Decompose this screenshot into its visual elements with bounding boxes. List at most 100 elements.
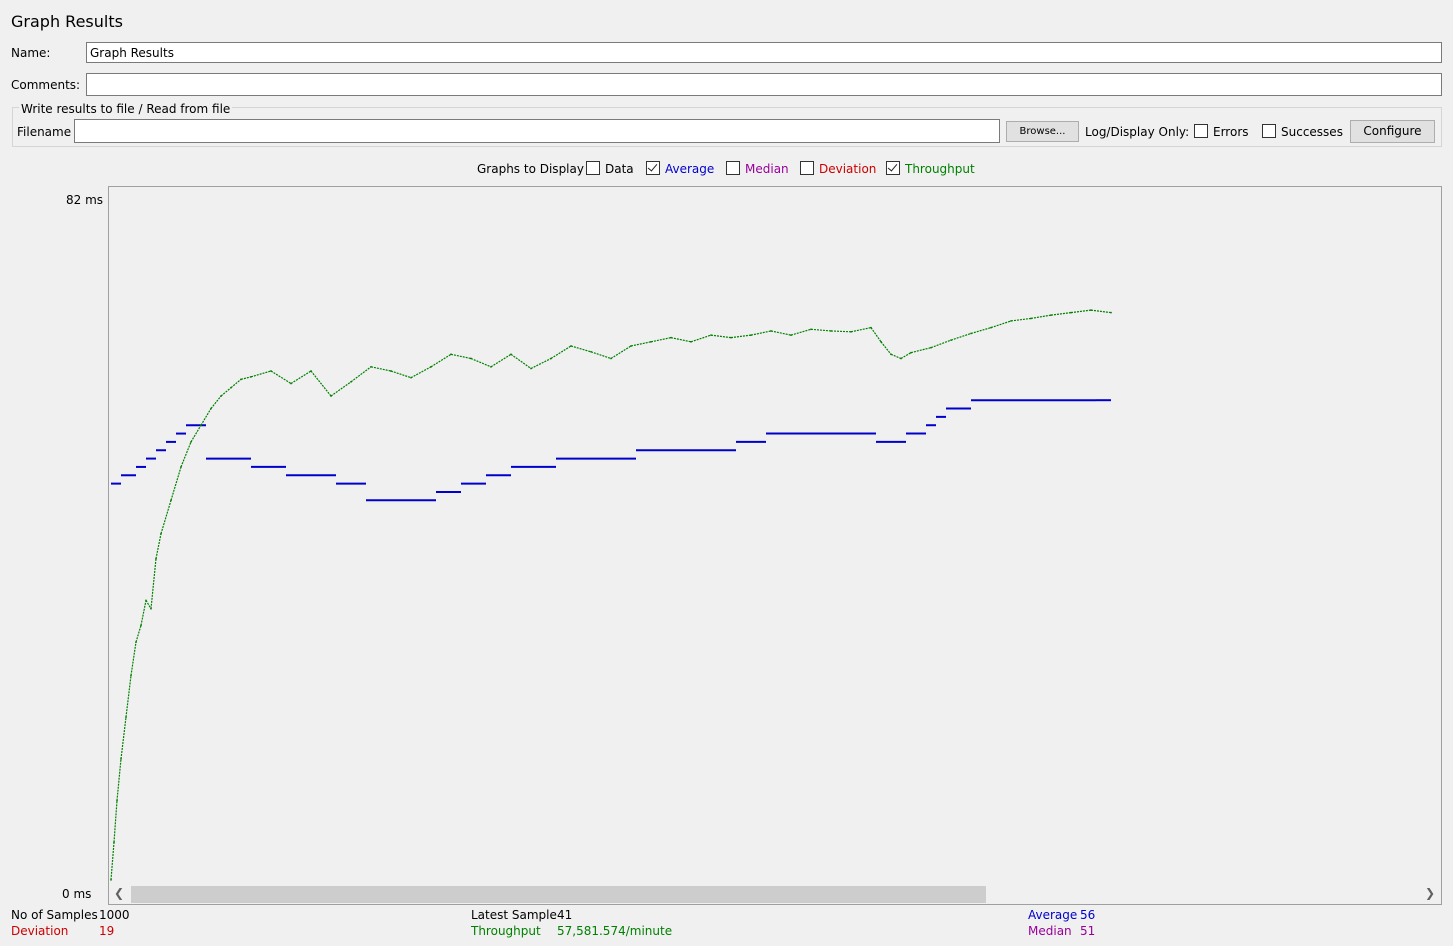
throughput-segment [931, 340, 951, 348]
throughput-segment [771, 331, 791, 335]
y-axis-top-label: 82 ms [66, 193, 103, 207]
throughput-segment [991, 321, 1011, 328]
throughput-segment [131, 642, 136, 675]
throughput-segment [126, 675, 131, 717]
throughput-segment [751, 331, 771, 335]
data-checkbox[interactable] [586, 161, 600, 175]
average-checkbox[interactable] [646, 161, 660, 175]
graph-plot [109, 187, 1441, 885]
throughput-value: 57,581.574/minute [557, 924, 672, 938]
throughput-segment [111, 842, 114, 880]
graphs-to-display-label: Graphs to Display [477, 162, 584, 176]
throughput-segment [231, 379, 241, 387]
name-label: Name: [11, 46, 50, 60]
y-axis-bottom-label: 0 ms [62, 887, 91, 901]
deviation-label: Deviation [11, 924, 68, 938]
configure-button[interactable]: Configure [1350, 120, 1435, 143]
throughput-segment [151, 559, 156, 609]
throughput-label: Throughput [471, 924, 541, 938]
median-option-label: Median [745, 162, 789, 176]
throughput-segment [331, 382, 351, 396]
throughput-option-label: Throughput [905, 162, 975, 176]
throughput-segment [611, 346, 631, 359]
errors-label: Errors [1213, 125, 1249, 139]
average-label: Average [1028, 908, 1077, 922]
file-group-title: Write results to file / Read from file [19, 102, 232, 116]
throughput-segment [114, 801, 117, 843]
throughput-segment [571, 346, 591, 352]
errors-checkbox[interactable] [1194, 124, 1208, 138]
scroll-right-icon[interactable]: ❯ [1425, 886, 1435, 900]
scrollbar-thumb[interactable] [131, 886, 986, 903]
throughput-segment [731, 335, 751, 338]
average-option-label: Average [665, 162, 714, 176]
throughput-segment [311, 371, 331, 396]
browse-button[interactable]: Browse... [1006, 121, 1079, 142]
throughput-segment [146, 600, 151, 608]
throughput-segment [491, 354, 511, 367]
throughput-segment [181, 442, 191, 467]
throughput-segment [391, 371, 411, 378]
throughput-segment [251, 371, 271, 377]
throughput-segment [161, 500, 171, 533]
samples-label: No of Samples [11, 908, 98, 922]
throughput-segment [1091, 310, 1111, 313]
throughput-segment [811, 329, 831, 331]
throughput-segment [141, 600, 146, 625]
throughput-segment [851, 328, 871, 332]
deviation-value: 19 [99, 924, 114, 938]
throughput-segment [291, 371, 311, 384]
name-field[interactable] [86, 42, 1442, 63]
throughput-segment [631, 342, 651, 346]
successes-checkbox[interactable] [1262, 124, 1276, 138]
average-value: 56 [1080, 908, 1095, 922]
throughput-segment [121, 717, 126, 759]
throughput-series [110, 309, 1112, 880]
throughput-segment [117, 759, 121, 801]
comments-label: Comments: [11, 78, 80, 92]
deviation-option-label: Deviation [819, 162, 876, 176]
filename-field[interactable] [74, 119, 1000, 143]
throughput-segment [951, 333, 971, 340]
throughput-segment [831, 331, 851, 332]
throughput-segment [531, 358, 551, 368]
throughput-segment [871, 328, 881, 342]
throughput-segment [901, 353, 911, 359]
throughput-segment [411, 367, 431, 378]
throughput-segment [191, 425, 201, 442]
throughput-segment [451, 354, 471, 358]
latest-sample-value: 41 [557, 908, 572, 922]
throughput-segment [551, 346, 571, 359]
throughput-segment [971, 328, 991, 334]
latest-sample-label: Latest Sample [471, 908, 557, 922]
throughput-segment [171, 467, 181, 500]
median-label: Median [1028, 924, 1072, 938]
throughput-segment [221, 388, 231, 396]
throughput-segment [351, 367, 371, 382]
successes-label: Successes [1281, 125, 1343, 139]
comments-field[interactable] [86, 73, 1442, 96]
median-checkbox[interactable] [726, 161, 740, 175]
throughput-segment [651, 338, 671, 342]
scroll-left-icon[interactable]: ❮ [114, 886, 124, 900]
deviation-checkbox[interactable] [800, 161, 814, 175]
throughput-segment [911, 348, 931, 353]
throughput-segment [1011, 318, 1031, 321]
throughput-segment [271, 371, 291, 384]
throughput-segment [241, 377, 251, 380]
throughput-segment [691, 335, 711, 342]
average-series [111, 400, 1111, 500]
samples-value: 1000 [99, 908, 130, 922]
log-display-label: Log/Display Only: [1085, 125, 1189, 139]
data-option-label: Data [605, 162, 634, 176]
throughput-segment [511, 354, 531, 368]
throughput-segment [671, 338, 691, 342]
throughput-segment [156, 534, 161, 559]
throughput-segment [136, 625, 141, 642]
throughput-segment [791, 329, 811, 335]
throughput-segment [431, 354, 451, 367]
throughput-checkbox[interactable] [886, 161, 900, 175]
throughput-segment [711, 335, 731, 338]
throughput-point [1110, 312, 1112, 314]
throughput-segment [211, 396, 221, 409]
